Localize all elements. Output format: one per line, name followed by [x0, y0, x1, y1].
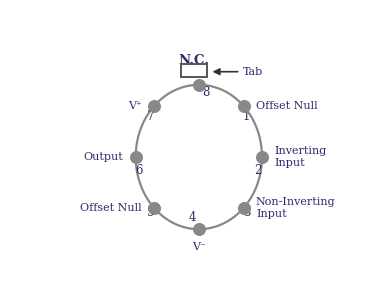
Text: 7: 7 [147, 110, 155, 123]
Text: Offset Null: Offset Null [80, 203, 142, 213]
Point [259, 155, 265, 159]
Bar [181, 64, 207, 77]
Text: Inverting
Input: Inverting Input [274, 146, 327, 168]
Text: Output: Output [83, 152, 123, 162]
Text: 5: 5 [147, 206, 155, 219]
Text: V⁻: V⁻ [192, 242, 206, 252]
Text: N.C.: N.C. [178, 54, 209, 67]
Point [151, 104, 157, 108]
Text: 8: 8 [202, 86, 210, 99]
Point [241, 104, 247, 108]
Text: Offset Null: Offset Null [256, 101, 317, 111]
Text: 4: 4 [189, 211, 197, 224]
Point [133, 155, 139, 159]
Text: Tab: Tab [243, 67, 263, 77]
Text: V⁺: V⁺ [128, 101, 142, 111]
Point [196, 82, 202, 87]
Text: 6: 6 [136, 164, 143, 177]
Text: 1: 1 [243, 110, 250, 123]
Text: 3: 3 [243, 206, 250, 219]
Text: Non-Inverting
Input: Non-Inverting Input [256, 197, 336, 219]
Point [241, 206, 247, 210]
Point [151, 206, 157, 210]
Text: 2: 2 [255, 164, 262, 177]
Point [196, 227, 202, 231]
